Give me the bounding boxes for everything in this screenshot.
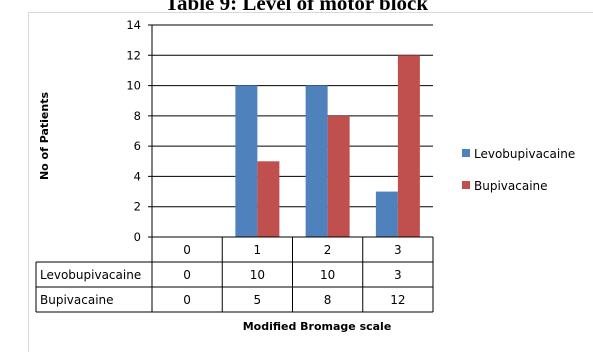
x-tick-label: 3 <box>394 243 402 257</box>
data-label: 0 <box>183 293 191 307</box>
y-tick-label: 12 <box>126 48 141 62</box>
bar-bupivacaine-3 <box>397 55 420 238</box>
bar-bupivacaine-2 <box>327 115 350 237</box>
y-tick-label: 8 <box>134 109 141 123</box>
bar-levobupivacaine-1 <box>235 85 258 237</box>
y-tick-label: 14 <box>126 18 141 32</box>
x-tick-label: 2 <box>324 243 332 257</box>
table-row-label: Bupivacaine <box>40 293 114 307</box>
y-axis-title: No of Patients <box>38 92 51 181</box>
legend-label: Levobupivacaine <box>474 147 575 161</box>
y-tick-label: 0 <box>134 230 141 244</box>
bars <box>235 55 420 238</box>
y-tick-label: 6 <box>134 139 141 153</box>
x-tick-label: 0 <box>183 243 191 257</box>
legend: Levobupivacaine Bupivacaine <box>462 147 575 193</box>
y-tick-label: 4 <box>134 169 141 183</box>
y-tick-label: 2 <box>134 200 141 214</box>
bar-bupivacaine-1 <box>257 161 280 237</box>
legend-swatch <box>462 149 470 157</box>
x-axis-title: Modified Bromage scale <box>243 320 392 333</box>
y-axis-ticks: 0 2 4 6 8 10 12 14 <box>126 18 141 244</box>
data-label: 0 <box>183 268 191 282</box>
data-label: 10 <box>320 268 335 282</box>
chart-frame <box>28 12 593 352</box>
data-label: 3 <box>394 268 402 282</box>
data-label: 5 <box>254 293 262 307</box>
bar-levobupivacaine-2 <box>305 85 328 237</box>
y-tick-label: 10 <box>126 79 141 93</box>
data-label: 10 <box>250 268 265 282</box>
data-label: 12 <box>390 293 405 307</box>
table-row-label: Levobupivacaine <box>40 268 141 282</box>
legend-label: Bupivacaine <box>474 179 548 193</box>
x-tick-label: 1 <box>254 243 262 257</box>
page-title: Table 9: Level of motor block <box>164 0 429 15</box>
data-label: 8 <box>324 293 332 307</box>
bar-levobupivacaine-3 <box>375 191 398 237</box>
legend-swatch <box>462 181 470 189</box>
